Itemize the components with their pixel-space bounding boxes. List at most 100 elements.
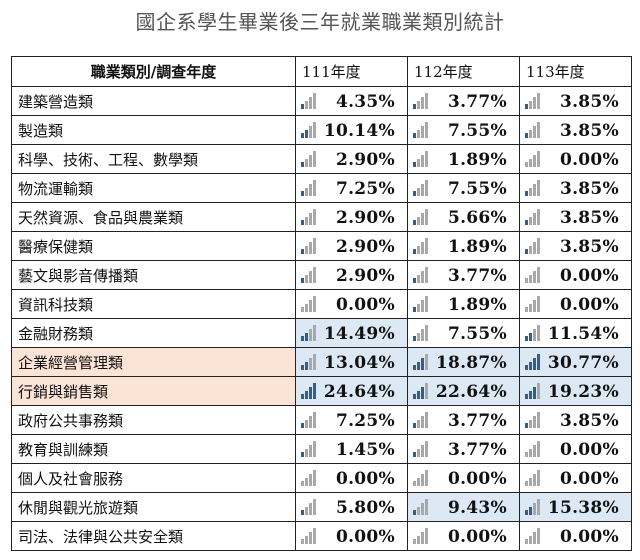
table-body: 建築營造類 4.35% 3.77% 3.85% 製造類 10.14% 7.55% 3.85% 科… (11, 86, 632, 551)
value-cell: 10.14% (295, 115, 408, 145)
value-cell: 0.00% (295, 463, 408, 493)
signal-bars-icon (525, 528, 541, 544)
value-cell: 0.00% (519, 260, 632, 290)
table-row: 司法、法律與公共安全類 0.00% 0.00% 0.00% (11, 521, 632, 551)
signal-bars-icon (525, 180, 541, 196)
value-cell: 7.55% (407, 115, 520, 145)
signal-bars-icon (413, 354, 429, 370)
signal-bars-icon (301, 470, 317, 486)
value-cell: 3.77% (407, 434, 520, 464)
signal-bars-icon (525, 499, 541, 515)
value-cell: 22.64% (407, 376, 520, 406)
percentage-value: 7.25% (335, 179, 395, 199)
signal-bars-icon (525, 325, 541, 341)
value-cell: 9.43% (407, 492, 520, 522)
page-title: 國企系學生畢業後三年就業職業類別統計 (135, 10, 505, 34)
percentage-value: 30.77% (547, 353, 619, 373)
value-cell: 3.77% (407, 260, 520, 290)
percentage-value: 11.54% (547, 324, 619, 344)
category-cell: 資訊科技類 (11, 289, 296, 319)
percentage-value: 2.90% (335, 266, 395, 286)
percentage-value: 3.85% (559, 121, 619, 141)
value-cell: 3.77% (407, 405, 520, 435)
value-cell: 15.38% (519, 492, 632, 522)
signal-bars-icon (413, 528, 429, 544)
percentage-value: 0.00% (559, 440, 619, 460)
table-row: 金融財務類 14.49% 7.55% 11.54% (11, 318, 632, 348)
table-row: 資訊科技類 0.00% 1.89% 0.00% (11, 289, 632, 319)
table-row: 科學、技術、工程、數學類 2.90% 1.89% 0.00% (11, 144, 632, 174)
value-cell: 7.25% (295, 405, 408, 435)
signal-bars-icon (301, 238, 317, 254)
signal-bars-icon (301, 267, 317, 283)
percentage-value: 7.25% (335, 411, 395, 431)
value-cell: 3.85% (519, 405, 632, 435)
signal-bars-icon (301, 122, 317, 138)
percentage-value: 3.85% (559, 92, 619, 112)
percentage-value: 18.87% (435, 353, 507, 373)
category-cell: 司法、法律與公共安全類 (11, 521, 296, 551)
table-row: 藝文與影音傳播類 2.90% 3.77% 0.00% (11, 260, 632, 290)
value-cell: 0.00% (519, 144, 632, 174)
signal-bars-icon (301, 528, 317, 544)
percentage-value: 0.00% (559, 527, 619, 547)
signal-bars-icon (301, 296, 317, 312)
percentage-value: 0.00% (335, 295, 395, 315)
category-cell: 休閒與觀光旅遊類 (11, 492, 296, 522)
percentage-value: 7.55% (447, 179, 507, 199)
percentage-value: 3.77% (447, 266, 507, 286)
value-cell: 30.77% (519, 347, 632, 377)
signal-bars-icon (525, 383, 541, 399)
value-cell: 3.85% (519, 86, 632, 116)
percentage-value: 0.00% (559, 295, 619, 315)
signal-bars-icon (301, 441, 317, 457)
percentage-value: 0.00% (447, 469, 507, 489)
signal-bars-icon (413, 470, 429, 486)
signal-bars-icon (525, 122, 541, 138)
percentage-value: 13.04% (323, 353, 395, 373)
percentage-value: 3.77% (447, 92, 507, 112)
signal-bars-icon (413, 209, 429, 225)
category-cell: 金融財務類 (11, 318, 296, 348)
value-cell: 0.00% (519, 521, 632, 551)
header-category: 職業類別/調查年度 (11, 56, 296, 87)
percentage-value: 1.89% (447, 237, 507, 257)
signal-bars-icon (413, 325, 429, 341)
percentage-value: 7.55% (447, 324, 507, 344)
signal-bars-icon (413, 296, 429, 312)
header-year-111: 111年度 (295, 56, 408, 87)
value-cell: 3.85% (519, 115, 632, 145)
value-cell: 3.85% (519, 173, 632, 203)
percentage-value: 0.00% (335, 527, 395, 547)
statistics-table: 職業類別/調查年度 111年度 112年度 113年度 建築營造類 4.35% 3.… (11, 56, 632, 551)
percentage-value: 3.85% (559, 208, 619, 228)
percentage-value: 1.89% (447, 295, 507, 315)
category-cell: 教育與訓練類 (11, 434, 296, 464)
percentage-value: 0.00% (335, 469, 395, 489)
table-row: 行銷與銷售類 24.64% 22.64% 19.23% (11, 376, 632, 406)
signal-bars-icon (301, 499, 317, 515)
signal-bars-icon (301, 383, 317, 399)
value-cell: 19.23% (519, 376, 632, 406)
percentage-value: 0.00% (559, 266, 619, 286)
value-cell: 2.90% (295, 231, 408, 261)
value-cell: 0.00% (407, 521, 520, 551)
value-cell: 14.49% (295, 318, 408, 348)
header-year-112: 112年度 (407, 56, 520, 87)
value-cell: 0.00% (295, 521, 408, 551)
table-row: 醫療保健類 2.90% 1.89% 3.85% (11, 231, 632, 261)
signal-bars-icon (525, 267, 541, 283)
value-cell: 1.89% (407, 144, 520, 174)
percentage-value: 15.38% (547, 498, 619, 518)
category-cell: 科學、技術、工程、數學類 (11, 144, 296, 174)
signal-bars-icon (525, 238, 541, 254)
signal-bars-icon (525, 470, 541, 486)
value-cell: 0.00% (295, 289, 408, 319)
signal-bars-icon (301, 209, 317, 225)
table-row: 物流運輸類 7.25% 7.55% 3.85% (11, 173, 632, 203)
signal-bars-icon (525, 412, 541, 428)
header-year-113: 113年度 (519, 56, 632, 87)
percentage-value: 1.89% (447, 150, 507, 170)
category-cell: 藝文與影音傳播類 (11, 260, 296, 290)
